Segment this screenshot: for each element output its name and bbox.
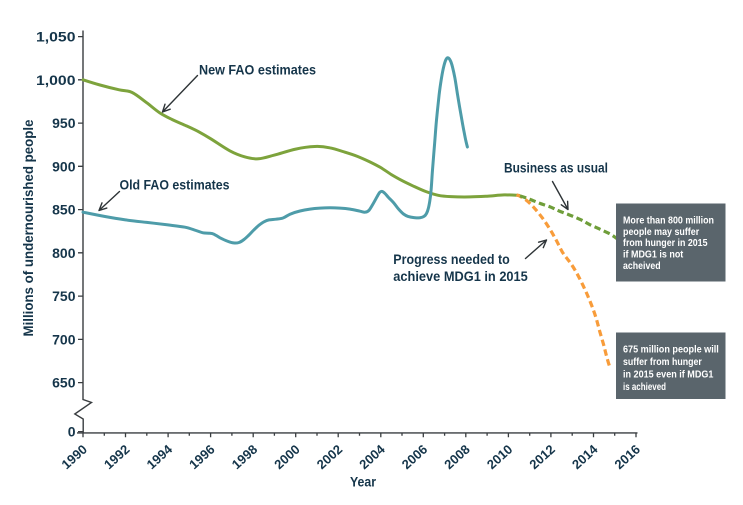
svg-text:acheived: acheived: [623, 260, 661, 272]
svg-text:Progress needed to: Progress needed to: [393, 251, 510, 267]
svg-text:New FAO estimates: New FAO estimates: [199, 62, 316, 78]
svg-text:in 2015 even if MDG1: in 2015 even if MDG1: [623, 369, 714, 381]
svg-text:suffer from hunger: suffer from hunger: [623, 356, 702, 368]
svg-text:if MDG1 is not: if MDG1 is not: [623, 249, 684, 261]
svg-text:700: 700: [52, 331, 76, 347]
svg-text:1,050: 1,050: [36, 29, 76, 45]
svg-text:850: 850: [52, 202, 76, 218]
svg-text:750: 750: [52, 288, 76, 304]
svg-text:Year: Year: [350, 474, 376, 490]
svg-text:675 million people will: 675 million people will: [623, 344, 719, 356]
svg-text:Business as usual: Business as usual: [504, 160, 608, 176]
svg-text:people may suffer: people may suffer: [623, 226, 699, 238]
svg-text:900: 900: [52, 158, 76, 174]
svg-text:achieve MDG1 in 2015: achieve MDG1 in 2015: [393, 268, 528, 284]
svg-text:from hunger in 2015: from hunger in 2015: [623, 237, 708, 249]
svg-text:1,000: 1,000: [36, 72, 76, 88]
svg-text:Old FAO estimates: Old FAO estimates: [120, 177, 230, 193]
svg-text:950: 950: [52, 115, 76, 131]
svg-text:650: 650: [52, 375, 76, 391]
svg-text:is achieved: is achieved: [623, 381, 666, 393]
svg-text:Millions of undernourished peo: Millions of undernourished people: [20, 119, 36, 336]
svg-text:0: 0: [68, 424, 76, 440]
svg-text:800: 800: [52, 245, 76, 261]
svg-text:More than 800 million: More than 800 million: [623, 214, 714, 226]
